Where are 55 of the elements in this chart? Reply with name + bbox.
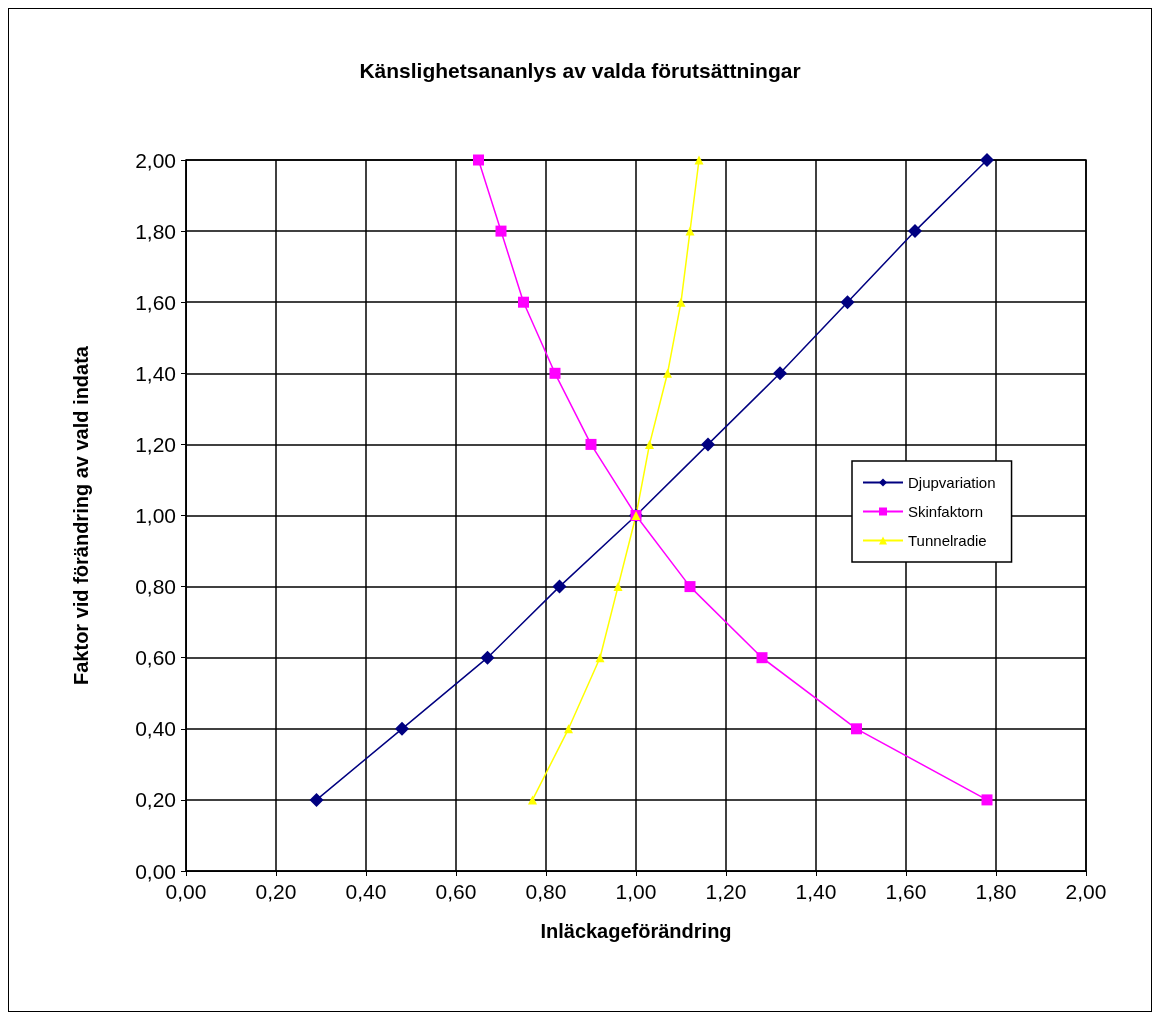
y-tick-label: 1,60 [135,290,176,314]
point [528,795,537,805]
x-tick-label: 1,20 [705,880,747,903]
point [981,794,993,806]
y-tick-label: 0,40 [135,717,176,741]
point [701,437,715,452]
x-tick-label: 0,60 [435,880,477,903]
y-tick-label: 1,00 [135,504,176,527]
point [518,296,529,308]
point [480,650,495,665]
y-tick-label: 0,80 [135,575,176,599]
legend-label: Skinfaktorn [908,503,984,520]
legend-label: Djupvariation [908,474,996,491]
point [756,652,768,664]
point [549,367,561,379]
x-tick-label: 2,00 [1065,880,1107,903]
point [773,366,787,381]
y-tick-label: 1,40 [135,361,176,385]
x-axis-title: Inläckageförändring [540,920,732,942]
point [552,579,567,594]
x-tick-label: 0,00 [165,880,207,903]
y-tick-label: 0,60 [135,646,176,670]
chart-title: Känslighetsananlys av valda förutsättningar [359,59,801,82]
point [645,439,654,449]
point [908,224,922,239]
point [980,153,994,167]
point [676,297,686,307]
point [663,368,672,378]
point [309,792,324,807]
point [613,582,623,592]
point [564,724,573,734]
point [851,723,862,735]
point [595,653,605,663]
point [685,226,695,236]
y-tick-label: 1,80 [135,219,176,243]
y-axis-title: Faktor vid förändring av vald indata [70,345,92,685]
x-tick-label: 0,20 [255,880,297,903]
point [395,721,409,736]
x-tick-label: 0,40 [345,880,387,903]
x-tick-label: 1,60 [885,880,927,903]
x-tick-label: 1,40 [795,880,837,903]
point [694,155,704,165]
point [585,438,597,450]
x-tick-label: 0,80 [525,880,567,903]
y-tick-label: 0,00 [135,859,176,883]
point [495,225,507,237]
x-tick-label: 1,00 [615,880,657,903]
point [684,581,696,593]
y-tick-label: 1,20 [135,432,176,456]
x-tick-label: 1,80 [975,880,1017,903]
point [473,154,484,166]
point [840,295,855,310]
y-tick-label: 0,20 [135,788,176,812]
y-tick-label: 2,00 [135,148,176,172]
legend-label: Tunnelradie [908,532,987,549]
